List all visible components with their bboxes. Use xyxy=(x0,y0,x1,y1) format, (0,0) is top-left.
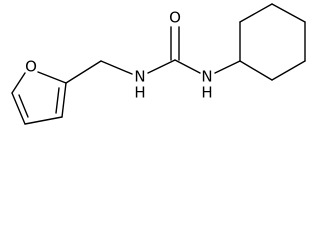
bond xyxy=(271,60,306,81)
bond xyxy=(174,59,201,74)
bonds xyxy=(11,3,306,125)
atom-label: O xyxy=(25,58,37,76)
bond xyxy=(37,71,67,84)
bond xyxy=(239,3,273,23)
atom-label: O xyxy=(169,9,181,27)
bond xyxy=(271,3,306,23)
structure: O O N H N H xyxy=(11,3,306,125)
page: O O N H N H (() => { const data = JSON.p… xyxy=(11,3,306,125)
bond xyxy=(18,94,29,118)
bond xyxy=(65,60,102,84)
bond xyxy=(24,116,63,125)
bond xyxy=(61,82,67,118)
bond xyxy=(147,59,176,74)
hydrogen-label: H xyxy=(201,84,212,102)
bond xyxy=(55,87,60,114)
atom-label: N xyxy=(134,68,145,86)
bond xyxy=(11,72,26,94)
bond xyxy=(214,60,241,74)
bond xyxy=(100,60,133,75)
atom-label: N xyxy=(201,68,212,86)
bond xyxy=(11,92,26,125)
bond xyxy=(239,60,273,81)
hydrogen-label: H xyxy=(134,84,145,102)
